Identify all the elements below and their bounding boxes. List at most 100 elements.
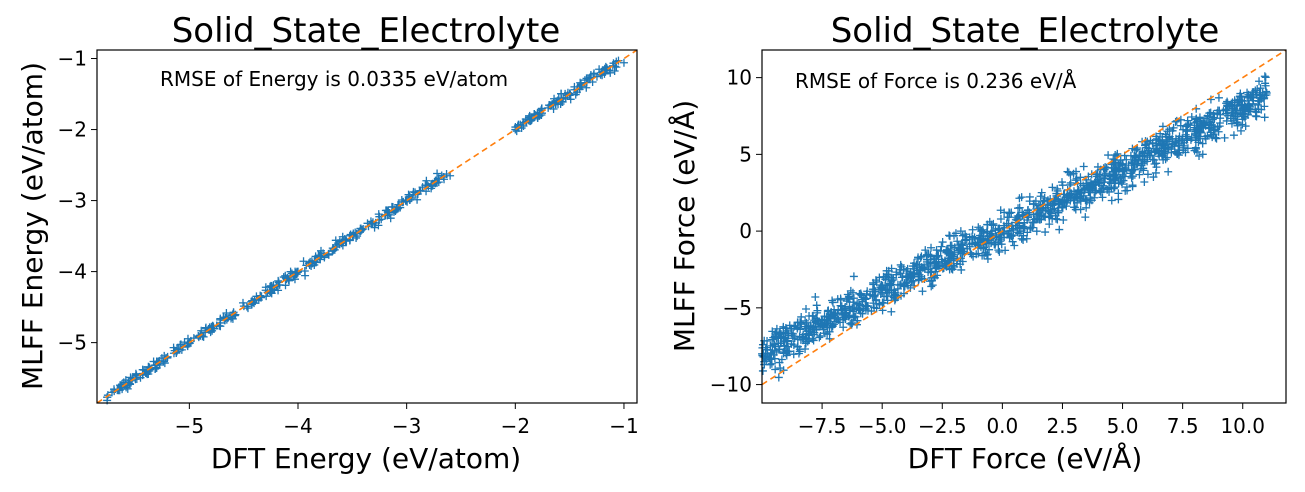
force-point [1246, 92, 1255, 101]
energy-point [261, 283, 270, 292]
force-x-tick-label: 2.5 [1047, 414, 1079, 438]
force-point [938, 257, 947, 266]
force-point [908, 262, 917, 271]
force-point [1138, 152, 1147, 161]
force-point [1204, 118, 1213, 127]
force-point [842, 297, 851, 306]
force-point [1022, 234, 1031, 243]
force-point [1112, 166, 1121, 175]
force-point [857, 291, 866, 300]
force-point [1058, 196, 1067, 205]
force-point [961, 236, 970, 245]
force-point [1213, 106, 1222, 115]
force-point [827, 323, 836, 332]
force-point [846, 319, 855, 328]
force-point [793, 324, 802, 333]
force-point [880, 292, 889, 301]
force-point [1079, 162, 1088, 171]
force-point [1131, 152, 1140, 161]
force-point [1015, 203, 1024, 212]
energy-point [582, 83, 591, 92]
force-point [1135, 170, 1144, 179]
force-point [1121, 186, 1130, 195]
force-point [789, 334, 798, 343]
force-point [1128, 181, 1137, 190]
force-point [1231, 107, 1240, 116]
force-x-tick-label: 7.5 [1167, 414, 1199, 438]
energy-point [197, 326, 206, 335]
force-point [1055, 225, 1064, 234]
force-point [1110, 176, 1119, 185]
force-point [957, 265, 966, 274]
energy-point [315, 253, 324, 262]
energy-point [511, 125, 520, 134]
force-point [834, 315, 843, 324]
energy-y-tick-label: −4 [58, 260, 87, 284]
force-point [765, 353, 774, 362]
force-point [780, 342, 789, 351]
force-point [1220, 133, 1229, 142]
force-point [1260, 72, 1269, 81]
energy-y-ticks: −5 −4 −3 −2 −1 [58, 47, 97, 355]
force-point [769, 333, 778, 342]
force-point [1093, 172, 1102, 181]
energy-point [266, 288, 275, 297]
force-point [905, 271, 914, 280]
force-point [1169, 123, 1178, 132]
energy-point [377, 215, 386, 224]
force-point [947, 264, 956, 273]
energy-x-ticks: −5 −4 −3 −2 −1 [175, 403, 639, 438]
force-point [849, 294, 858, 303]
force-point [768, 327, 777, 336]
force-point [927, 282, 936, 291]
force-point [1026, 224, 1035, 233]
force-point [808, 312, 817, 321]
force-annotation: RMSE of Force is 0.236 eV/Å [795, 69, 1077, 93]
force-point [997, 233, 1006, 242]
force-point [1064, 168, 1073, 177]
force-point [914, 268, 923, 277]
force-point [944, 246, 953, 255]
force-point [1029, 200, 1038, 209]
force-point [1132, 160, 1141, 169]
force-point [1143, 170, 1152, 179]
force-point [1053, 184, 1062, 193]
force-x-tick-label: 5.0 [1107, 414, 1139, 438]
force-point [763, 336, 772, 345]
force-point [1173, 149, 1182, 158]
energy-x-axis-label: DFT Energy (eV/atom) [211, 442, 521, 475]
force-point [815, 333, 824, 342]
force-point [1227, 100, 1236, 109]
force-point [1226, 101, 1235, 110]
energy-point [598, 67, 607, 76]
energy-chart: Solid_State_Electrolyte −5 −4 −3 −2 −1 −5−4−… [16, 11, 639, 475]
force-point [963, 244, 972, 253]
force-point [816, 331, 825, 340]
force-plot-frame [761, 49, 1287, 404]
force-point [825, 327, 834, 336]
force-point [916, 253, 925, 262]
force-point [1019, 235, 1028, 244]
force-point [805, 330, 814, 339]
force-point [1010, 241, 1019, 250]
energy-x-tick-label: −1 [609, 414, 638, 438]
energy-points [103, 56, 628, 405]
force-point [1187, 112, 1196, 121]
force-point [789, 350, 798, 359]
force-point [1032, 227, 1041, 236]
energy-y-tick-label: −3 [58, 189, 87, 213]
force-point [920, 264, 929, 273]
force-point [1164, 167, 1173, 176]
force-point [1147, 148, 1156, 157]
energy-point [566, 95, 575, 104]
force-point [1040, 193, 1049, 202]
force-point [942, 247, 951, 256]
force-point [1006, 231, 1015, 240]
force-point [921, 246, 930, 255]
force-point [1122, 182, 1131, 191]
force-point [829, 309, 838, 318]
force-point [994, 246, 1003, 255]
force-point [789, 341, 798, 350]
force-point [1255, 96, 1264, 105]
force-point [781, 328, 790, 337]
